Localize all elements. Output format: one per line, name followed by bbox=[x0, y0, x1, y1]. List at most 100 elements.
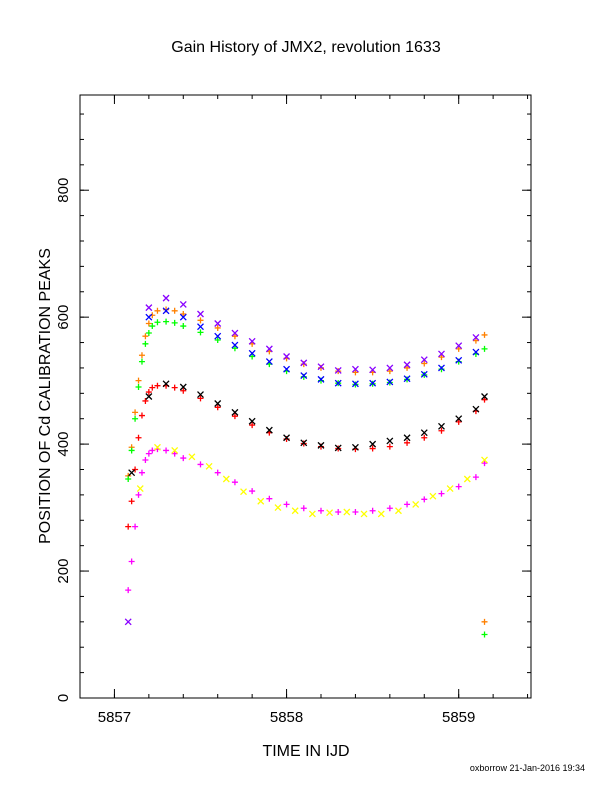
data-point bbox=[283, 353, 291, 360]
data-point bbox=[317, 363, 325, 371]
data-point bbox=[214, 332, 222, 340]
y-tick-label: 800 bbox=[55, 178, 72, 203]
data-point bbox=[438, 364, 445, 372]
data-point bbox=[231, 408, 239, 416]
data-point bbox=[171, 450, 178, 457]
data-point bbox=[214, 469, 221, 476]
data-point bbox=[248, 337, 256, 345]
data-point bbox=[369, 366, 377, 374]
data-point bbox=[138, 412, 145, 419]
y-tick-label: 0 bbox=[55, 694, 72, 702]
data-point bbox=[128, 558, 135, 565]
y-axis-label: POSITION OF Cd CALIBRATION PEAKS bbox=[37, 248, 54, 544]
data-point bbox=[149, 384, 156, 391]
data-point bbox=[334, 379, 342, 387]
data-point bbox=[386, 437, 394, 445]
data-point bbox=[351, 365, 359, 373]
data-point bbox=[142, 340, 149, 347]
data-point bbox=[265, 345, 273, 353]
data-point bbox=[179, 313, 187, 321]
data-point bbox=[171, 307, 178, 314]
data-point bbox=[369, 379, 377, 387]
data-point bbox=[231, 479, 238, 486]
data-point bbox=[334, 444, 342, 452]
data-point bbox=[197, 317, 204, 324]
data-point bbox=[231, 329, 239, 337]
data-point bbox=[377, 510, 385, 518]
plot-frame bbox=[79, 94, 532, 699]
data-point bbox=[481, 345, 488, 352]
data-point bbox=[291, 507, 299, 515]
data-point bbox=[403, 434, 411, 442]
data-point bbox=[179, 301, 187, 308]
x-axis-label: TIME IN IJD bbox=[262, 743, 349, 760]
data-point bbox=[154, 307, 161, 314]
data-point bbox=[438, 427, 445, 434]
data-point bbox=[162, 307, 170, 315]
data-point bbox=[386, 368, 393, 375]
data-point bbox=[481, 631, 488, 638]
data-point bbox=[369, 440, 377, 448]
data-point bbox=[249, 488, 256, 495]
data-point bbox=[197, 461, 204, 468]
data-point bbox=[135, 434, 142, 441]
data-point bbox=[197, 310, 204, 318]
data-point bbox=[274, 504, 282, 512]
data-point bbox=[481, 460, 488, 467]
data-point bbox=[214, 400, 222, 407]
data-point bbox=[403, 375, 411, 383]
data-point bbox=[438, 350, 445, 358]
data-point bbox=[142, 456, 149, 463]
data-point bbox=[300, 439, 308, 447]
data-point bbox=[472, 405, 480, 413]
data-point bbox=[249, 353, 256, 360]
x-tick-label: 5857 bbox=[98, 709, 131, 726]
data-point bbox=[438, 422, 445, 430]
data-point bbox=[154, 443, 161, 451]
data-point bbox=[145, 304, 153, 312]
data-point bbox=[334, 367, 342, 374]
series-3 bbox=[125, 446, 488, 594]
data-point bbox=[145, 313, 153, 321]
data-point bbox=[257, 497, 265, 505]
data-point bbox=[163, 447, 170, 454]
data-point bbox=[283, 501, 290, 508]
data-point bbox=[351, 443, 359, 451]
data-point bbox=[481, 331, 488, 338]
data-point bbox=[455, 345, 462, 352]
data-point bbox=[335, 509, 342, 516]
data-point bbox=[197, 395, 204, 402]
data-point bbox=[197, 323, 204, 331]
data-point bbox=[138, 469, 145, 476]
data-point bbox=[124, 618, 132, 626]
data-point bbox=[283, 365, 291, 373]
data-point bbox=[343, 508, 351, 516]
data-point bbox=[265, 358, 273, 366]
data-point bbox=[145, 393, 153, 400]
data-point bbox=[352, 509, 359, 516]
data-point bbox=[317, 507, 324, 514]
data-point bbox=[412, 500, 420, 508]
data-point bbox=[214, 404, 221, 411]
data-point bbox=[352, 369, 359, 376]
data-point bbox=[386, 505, 393, 512]
data-point bbox=[132, 409, 139, 416]
data-point bbox=[404, 439, 411, 446]
data-point bbox=[138, 358, 145, 365]
data-point bbox=[472, 337, 479, 344]
x-tick-label: 5859 bbox=[442, 709, 475, 726]
data-point bbox=[231, 413, 238, 420]
data-point bbox=[128, 498, 135, 505]
data-point bbox=[179, 383, 187, 391]
data-point bbox=[125, 587, 132, 594]
data-point bbox=[132, 523, 139, 530]
series-1 bbox=[125, 318, 488, 638]
data-point bbox=[420, 429, 428, 437]
data-point bbox=[171, 446, 179, 454]
data-point bbox=[455, 356, 463, 364]
data-point bbox=[472, 474, 479, 481]
data-point bbox=[125, 476, 132, 483]
data-point bbox=[308, 510, 316, 518]
data-point bbox=[135, 383, 142, 390]
